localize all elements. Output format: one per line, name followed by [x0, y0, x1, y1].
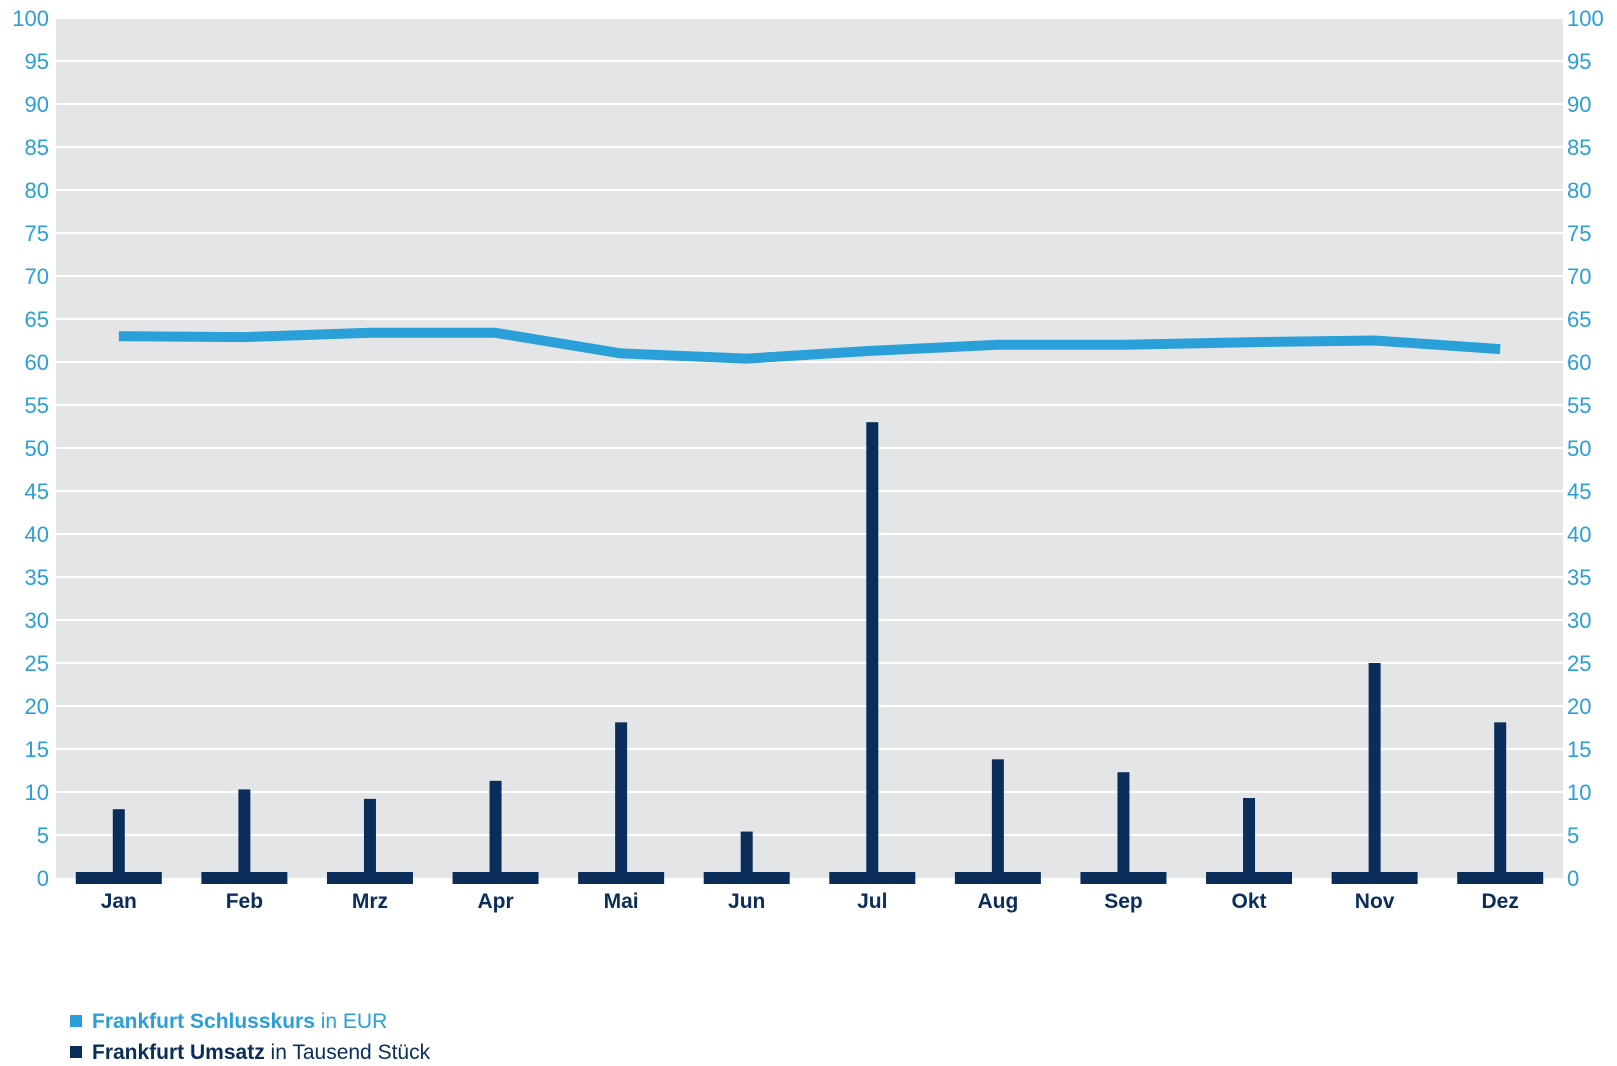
- volume-bar: [112, 809, 125, 878]
- y-tick-label-right: 70: [1567, 264, 1591, 289]
- price-line-group: [118, 327, 1501, 364]
- y-tick-label-right: 75: [1567, 221, 1591, 246]
- y-tick-label-right: 35: [1567, 565, 1591, 590]
- y-tick-label-left: 100: [12, 6, 49, 31]
- x-tick-label: Jul: [857, 890, 887, 913]
- volume-bar-base: [1206, 872, 1293, 884]
- volume-bar: [1494, 722, 1507, 878]
- y-axis-left: 0 5 10 15 20 25 30 35 40 45 50 55 60 65 70 75 80 85 90 95 10…: [12, 6, 49, 891]
- volume-bar-base: [452, 872, 539, 884]
- y-tick-label-right: 95: [1567, 49, 1591, 74]
- y-tick-label-left: 50: [25, 436, 49, 461]
- y-tick-label-right: 65: [1567, 307, 1591, 332]
- y-tick-label-right: 25: [1567, 651, 1591, 676]
- volume-bar: [1368, 663, 1381, 878]
- y-tick-label-left: 65: [25, 307, 49, 332]
- volume-bar-base: [578, 872, 665, 884]
- volume-bar-base: [703, 872, 790, 884]
- x-tick-label: Feb: [226, 890, 263, 913]
- legend-unit-schlusskurs: in EUR: [314, 1010, 388, 1033]
- volume-bar: [363, 798, 376, 878]
- y-tick-label-right: 20: [1567, 694, 1591, 719]
- volume-bar: [1117, 772, 1130, 878]
- y-tick-label-left: 55: [25, 393, 49, 418]
- y-tick-label-left: 45: [25, 479, 49, 504]
- legend-unit-umsatz: in Tausend Stück: [264, 1041, 431, 1064]
- legend-item-umsatz: Frankfurt Umsatz in Tausend Stück: [70, 1041, 430, 1065]
- y-tick-label-left: 75: [25, 221, 49, 246]
- y-tick-label-left: 95: [25, 49, 49, 74]
- y-tick-label-left: 0: [37, 866, 49, 891]
- volume-bar-base: [1080, 872, 1167, 884]
- legend-label-umsatz: Frankfurt Umsatz: [92, 1041, 265, 1064]
- y-tick-label-left: 40: [25, 522, 49, 547]
- x-tick-label: Dez: [1482, 890, 1519, 913]
- y-tick-label-right: 90: [1567, 92, 1591, 117]
- y-tick-label-right: 10: [1567, 780, 1591, 805]
- y-tick-label-right: 30: [1567, 608, 1591, 633]
- y-tick-label-right: 15: [1567, 737, 1591, 762]
- y-tick-label-left: 85: [25, 135, 49, 160]
- gridlines: [56, 17, 1563, 836]
- x-tick-label: Mai: [604, 890, 639, 913]
- y-tick-label-left: 10: [25, 780, 49, 805]
- volume-bar: [866, 422, 879, 878]
- y-tick-label-left: 90: [25, 92, 49, 117]
- y-tick-label-left: 15: [25, 737, 49, 762]
- y-tick-label-left: 20: [25, 694, 49, 719]
- x-tick-label: Jan: [101, 890, 137, 913]
- x-tick-label: Sep: [1104, 890, 1143, 913]
- volume-bar-base: [829, 872, 916, 884]
- volume-bar: [740, 831, 753, 878]
- y-tick-label-right: 85: [1567, 135, 1591, 160]
- legend-swatch-schlusskurs: [70, 1015, 82, 1027]
- x-tick-label: Nov: [1355, 890, 1395, 913]
- y-tick-label-left: 25: [25, 651, 49, 676]
- x-axis-labels: Jan Feb Mrz Apr Mai Jun Jul Aug Sep Okt Nov Dez: [101, 890, 1519, 913]
- y-tick-label-left: 70: [25, 264, 49, 289]
- price-line: [118, 327, 1501, 364]
- y-tick-label-left: 80: [25, 178, 49, 203]
- volume-bar-base: [201, 872, 288, 884]
- y-tick-label-right: 100: [1567, 6, 1604, 31]
- volume-bar: [615, 722, 628, 878]
- y-tick-label-right: 5: [1567, 823, 1579, 848]
- volume-bars: [75, 422, 1544, 884]
- volume-bar: [238, 789, 251, 878]
- y-tick-label-right: 80: [1567, 178, 1591, 203]
- volume-bar: [991, 759, 1004, 878]
- legend-label-schlusskurs: Frankfurt Schlusskurs: [92, 1010, 315, 1033]
- y-tick-label-right: 60: [1567, 350, 1591, 375]
- volume-bar-base: [75, 872, 162, 884]
- x-tick-label: Aug: [977, 890, 1018, 913]
- y-tick-label-left: 5: [37, 823, 49, 848]
- legend-swatch-umsatz: [70, 1046, 82, 1058]
- volume-bar: [489, 780, 502, 878]
- y-tick-label-right: 0: [1567, 866, 1579, 891]
- x-tick-label: Mrz: [352, 890, 388, 913]
- x-tick-label: Apr: [477, 890, 513, 913]
- y-tick-label-right: 55: [1567, 393, 1591, 418]
- y-tick-label-right: 40: [1567, 522, 1591, 547]
- volume-bar-base: [954, 872, 1041, 884]
- y-tick-label-left: 60: [25, 350, 49, 375]
- volume-bar-base: [326, 872, 413, 884]
- y-tick-label-right: 50: [1567, 436, 1591, 461]
- y-tick-label-left: 35: [25, 565, 49, 590]
- x-tick-label: Jun: [728, 890, 765, 913]
- volume-bar: [1243, 798, 1256, 878]
- legend-item-schlusskurs: Frankfurt Schlusskurs in EUR: [70, 1010, 387, 1034]
- volume-bar-base: [1457, 872, 1544, 884]
- y-axis-right: 0 5 10 15 20 25 30 35 40 45 50 55 60 65 70 75 80 85 90 95 10…: [1567, 6, 1604, 891]
- y-tick-label-right: 45: [1567, 479, 1591, 504]
- y-tick-label-left: 30: [25, 608, 49, 633]
- volume-bar-base: [1331, 872, 1418, 884]
- x-tick-label: Okt: [1232, 890, 1267, 913]
